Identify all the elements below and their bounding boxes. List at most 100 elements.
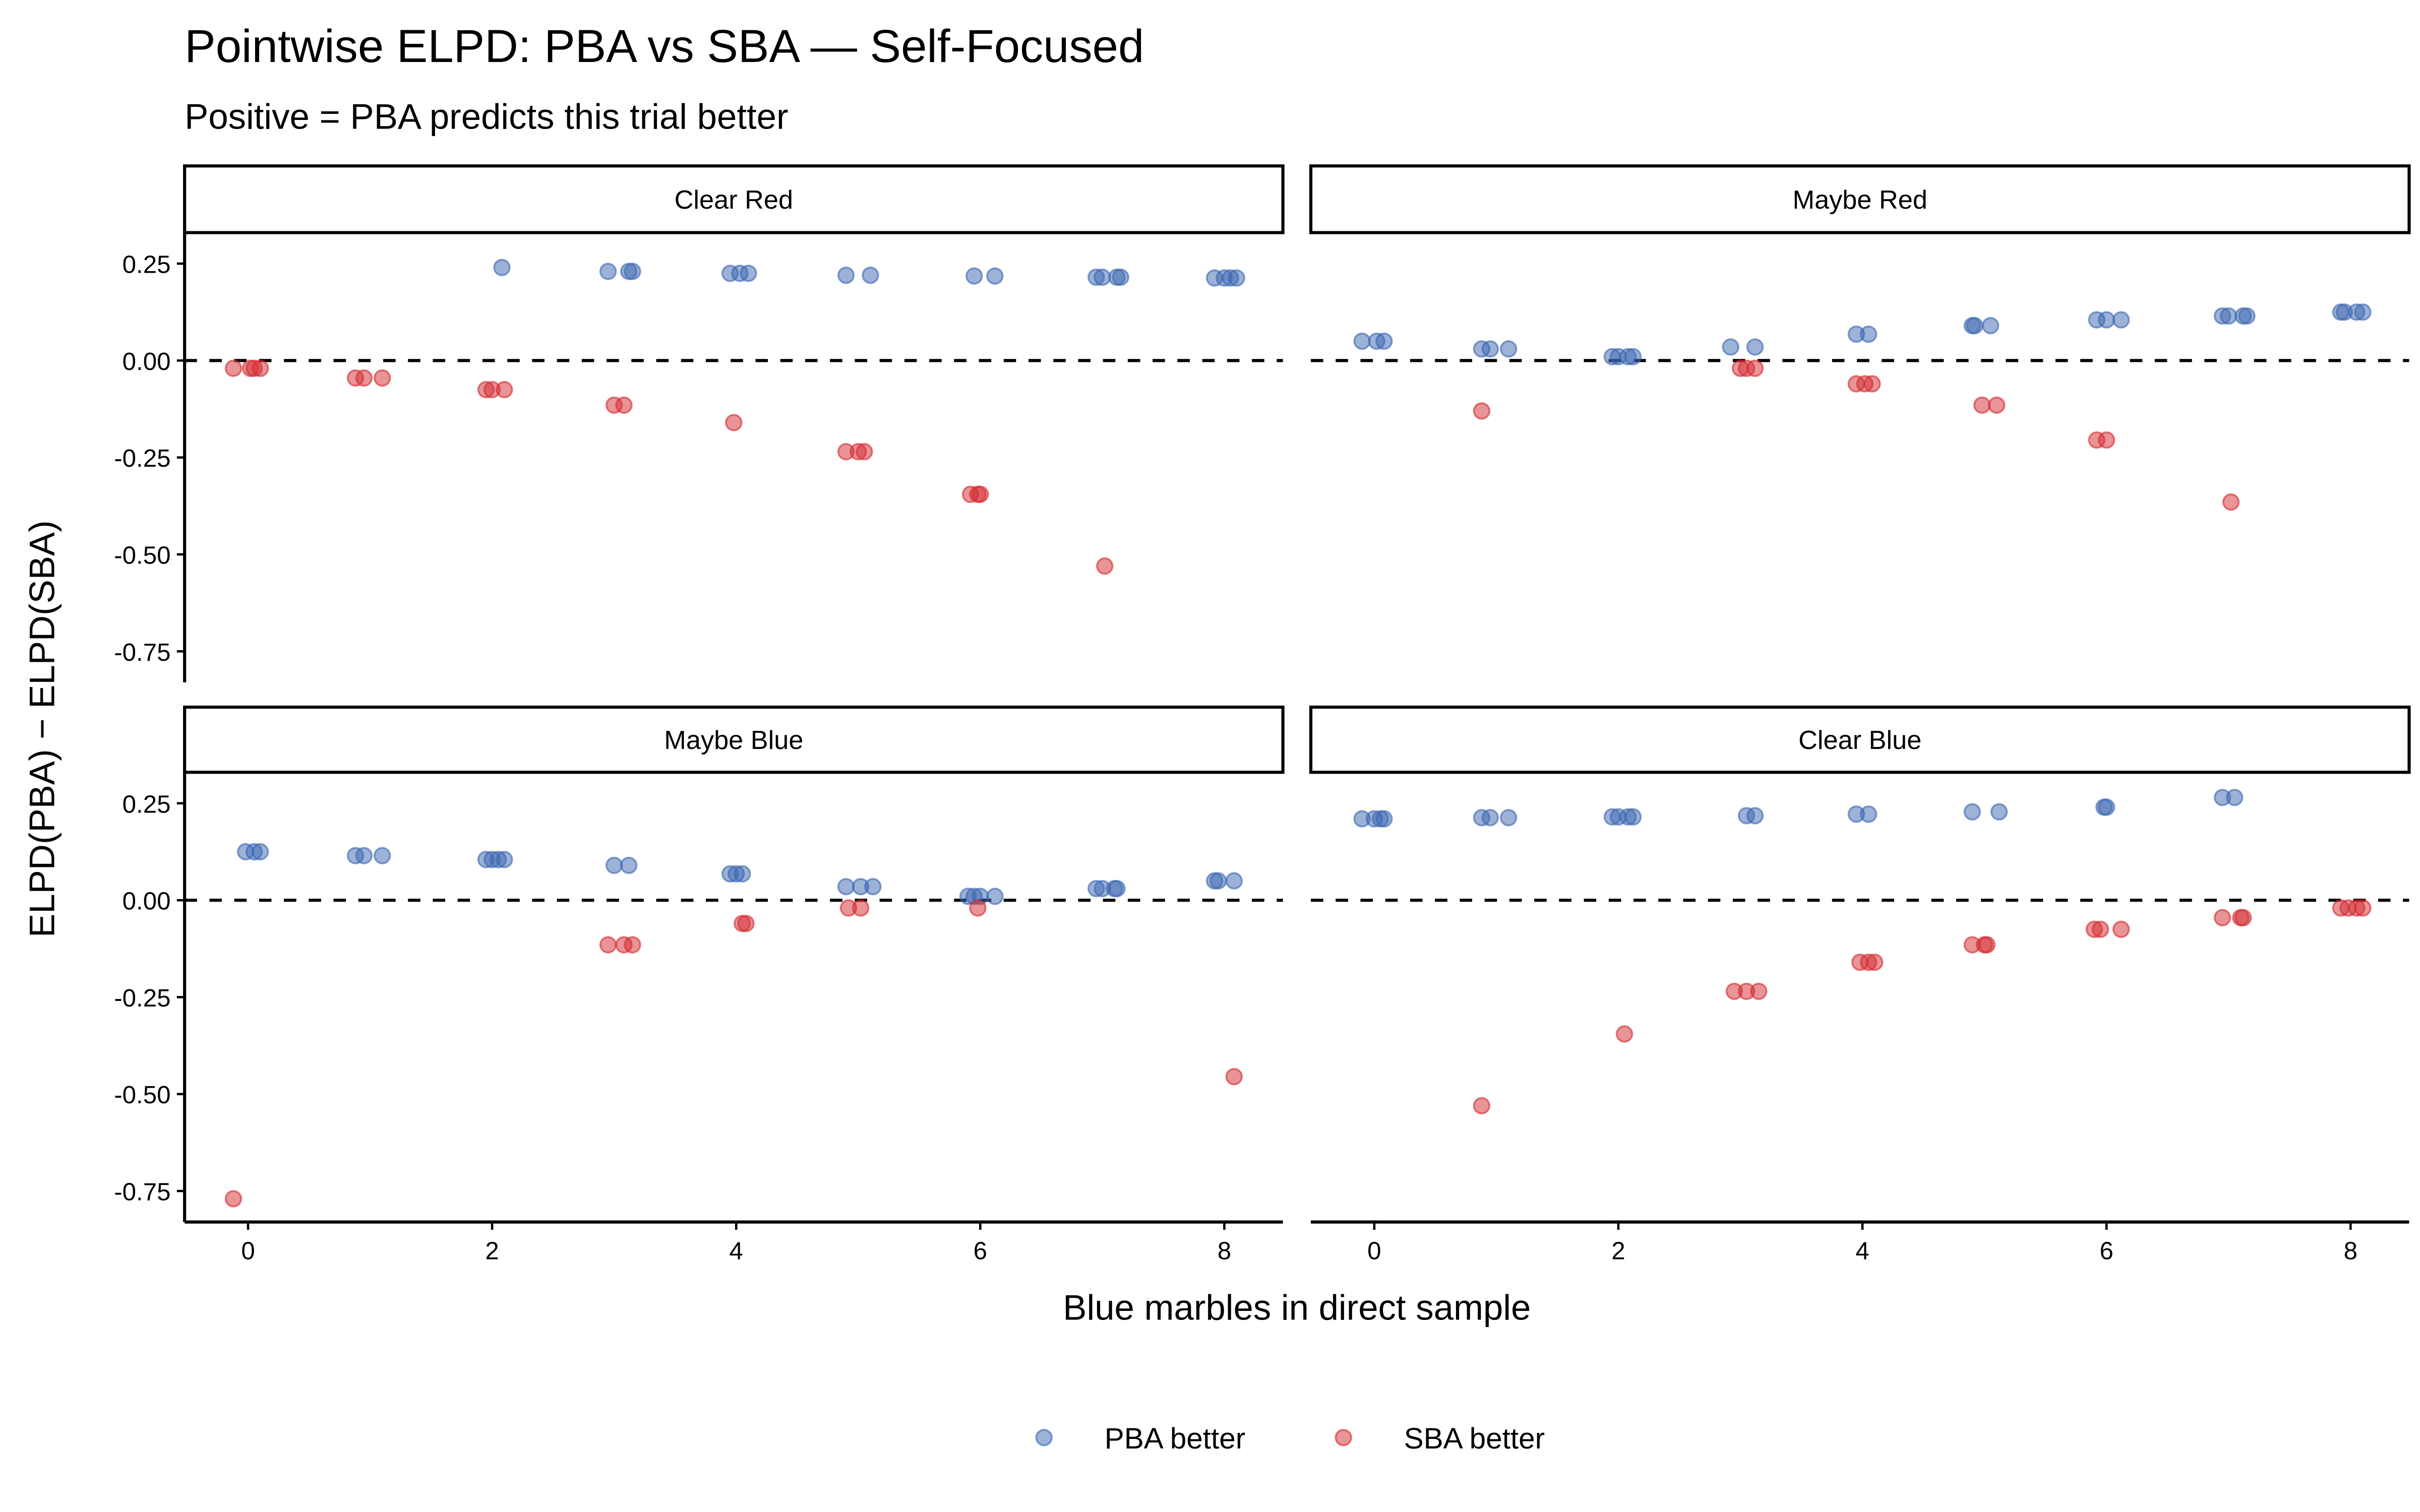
chart-subtitle: Positive = PBA predicts this trial bette…	[185, 96, 788, 136]
data-point-pba	[1746, 338, 1764, 356]
data-point-sba	[1615, 1025, 1634, 1043]
x-tick-label: 0	[1367, 1237, 1381, 1265]
x-tick-label: 8	[2344, 1237, 2357, 1265]
facet-strip-label: Maybe Red	[1793, 185, 1927, 215]
data-point-sba	[852, 899, 870, 917]
data-point-sba	[1746, 359, 1764, 377]
data-point-sba	[725, 414, 743, 431]
data-point-pba	[986, 267, 1004, 285]
data-point-sba	[224, 359, 243, 377]
data-point-pba	[1966, 317, 1983, 335]
data-point-sba	[972, 485, 989, 503]
data-point-sba	[1988, 396, 2006, 414]
y-tick-label: -0.50	[114, 1081, 170, 1109]
data-point-sba	[737, 915, 755, 932]
data-point-sba	[374, 369, 391, 387]
data-point-pba	[740, 265, 757, 282]
data-point-sba	[2112, 920, 2130, 938]
data-point-pba	[374, 847, 391, 864]
data-point-pba	[1225, 872, 1243, 890]
y-axis-label: ELPD(PBA) − ELPD(SBA)	[22, 520, 62, 937]
x-tick-label: 2	[485, 1237, 499, 1265]
panel-maybe-blue: Maybe Blue 0.25 0.00 -0.25 -0.50 -0.75 0 2 4 6 8	[114, 706, 1285, 1265]
chart-title: Pointwise ELPD: PBA vs SBA — Self-Focuse…	[185, 20, 1144, 72]
data-point-pba	[734, 865, 751, 883]
data-point-sba	[1096, 557, 1114, 575]
data-point-sba	[1863, 375, 1881, 393]
data-point-pba	[599, 263, 617, 280]
data-point-pba	[1722, 338, 1739, 356]
data-point-pba	[1375, 332, 1393, 350]
data-point-sba	[1473, 1097, 1491, 1115]
data-point-sba	[224, 1190, 243, 1208]
data-point-pba	[605, 856, 623, 874]
data-point-pba	[493, 259, 511, 277]
data-point-sba	[2234, 909, 2252, 927]
y-tick-label: -0.25	[114, 445, 170, 472]
data-point-sba	[856, 443, 873, 461]
data-point-sba	[1225, 1067, 1243, 1086]
y-tick-label: 0.25	[123, 790, 171, 818]
data-point-pba	[2219, 307, 2237, 325]
data-point-pba	[2112, 311, 2130, 329]
legend-marker-pba	[1035, 1429, 1053, 1446]
panel-maybe-red: Maybe Red	[1309, 164, 2411, 511]
facet-strip	[183, 164, 1285, 234]
data-point-pba	[2354, 303, 2372, 321]
data-point-pba	[1981, 317, 2000, 335]
data-point-sba	[1978, 936, 1996, 954]
data-point-sba	[1973, 396, 1991, 414]
data-point-pba	[1859, 805, 1878, 823]
data-point-pba	[496, 851, 513, 868]
y-tick-label: -0.75	[114, 639, 170, 666]
data-point-pba	[1499, 340, 1518, 358]
y-tick-label: 0.25	[123, 251, 171, 279]
legend-marker-sba	[1335, 1429, 1352, 1446]
data-point-sba	[2091, 920, 2109, 938]
data-point-pba	[1375, 810, 1393, 828]
data-point-pba	[251, 843, 269, 861]
data-point-pba	[1859, 325, 1878, 343]
facet-strip-label: Clear Blue	[1798, 726, 1921, 755]
data-point-sba	[969, 899, 987, 917]
data-point-pba	[2238, 307, 2256, 325]
panel-clear-blue: Clear Blue 0 2 4 6 8	[1309, 706, 2411, 1265]
x-tick-label: 2	[1611, 1237, 1625, 1265]
data-point-pba	[1209, 872, 1227, 890]
data-point-pba	[624, 263, 641, 280]
facet-strip	[183, 706, 1285, 774]
facet-strip	[1309, 164, 2411, 234]
facet-strip-label: Clear Red	[675, 185, 793, 215]
data-point-pba	[2226, 789, 2244, 806]
data-point-pba	[2097, 798, 2115, 816]
data-point-sba	[1473, 402, 1491, 420]
data-point-pba	[965, 267, 983, 285]
data-point-sba	[615, 396, 633, 414]
data-point-pba	[1624, 808, 1642, 826]
x-axis-label: Blue marbles in direct sample	[1063, 1287, 1531, 1327]
data-point-sba	[496, 381, 513, 399]
data-point-sba	[1866, 954, 1884, 971]
data-point-sba	[355, 369, 373, 387]
data-point-pba	[1353, 332, 1371, 350]
y-tick-label: -0.50	[114, 541, 170, 569]
data-point-pba	[1499, 809, 1518, 827]
data-point-sba	[1750, 982, 1768, 1000]
data-point-pba	[1963, 803, 1981, 821]
data-point-pba	[837, 266, 855, 284]
data-point-sba	[2097, 431, 2115, 449]
data-point-pba	[986, 888, 1004, 905]
data-point-pba	[1112, 268, 1129, 286]
data-point-sba	[2222, 493, 2240, 511]
legend-label-sba: SBA better	[1404, 1422, 1545, 1455]
panel-clear-red: Clear Red 0.25 0.00 -0.25 -0.50 -0.75	[114, 164, 1285, 682]
data-point-pba	[1094, 268, 1111, 286]
data-point-pba	[864, 878, 882, 896]
data-point-pba	[837, 878, 855, 896]
legend: PBA better SBA better	[1035, 1422, 1545, 1455]
facet-strip	[1309, 706, 2411, 774]
facet-strip-label: Maybe Blue	[664, 726, 803, 755]
data-point-pba	[1228, 269, 1245, 287]
data-point-sba	[624, 936, 641, 954]
